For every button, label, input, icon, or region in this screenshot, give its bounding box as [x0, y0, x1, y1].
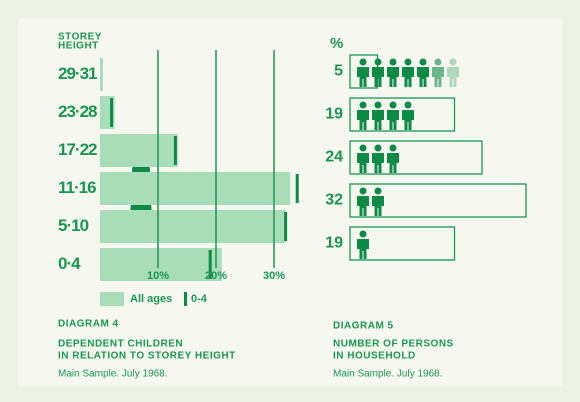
person-head	[405, 102, 412, 109]
chart-note: Main Sample. July 1968.	[333, 369, 443, 380]
bar	[100, 172, 290, 205]
person-head	[375, 188, 382, 195]
person-head	[435, 59, 442, 66]
x-tick-label: 10%	[147, 270, 169, 282]
bar	[100, 134, 178, 167]
person-head	[375, 145, 382, 152]
chart-subtitle: NUMBER OF PERSONS	[333, 339, 454, 350]
bar	[100, 210, 286, 243]
person-head	[360, 59, 367, 66]
value-label: 19	[325, 106, 343, 123]
person-head	[450, 59, 457, 66]
person-head	[420, 59, 427, 66]
legend-swatch	[184, 292, 187, 306]
marker-line	[174, 136, 177, 165]
x-tick-label: 30%	[263, 270, 285, 282]
person-head	[405, 59, 412, 66]
person-head	[375, 59, 382, 66]
chart-subtitle: IN HOUSEHOLD	[333, 351, 416, 362]
chart-title: DIAGRAM 4	[58, 319, 119, 330]
person-head	[360, 188, 367, 195]
category-label: 23·28	[58, 102, 97, 121]
marker-line	[296, 174, 299, 203]
x-tick-label: 20%	[205, 270, 227, 282]
unit-label: %	[330, 35, 343, 52]
chart-subtitle: IN RELATION TO STOREY HEIGHT	[58, 351, 236, 362]
person-head	[390, 59, 397, 66]
person-head	[375, 102, 382, 109]
value-label: 24	[325, 149, 343, 166]
legend-label: 0-4	[191, 293, 208, 305]
marker-line	[110, 98, 113, 127]
category-label: 29·31	[58, 64, 97, 83]
value-label: 5	[334, 63, 343, 80]
chart-subtitle: DEPENDENT CHILDREN	[58, 339, 183, 350]
category-label: 0·4	[58, 254, 81, 273]
page: STOREYHEIGHT29·3123·2817·2211·165·100·41…	[0, 0, 580, 402]
category-label: 11·16	[58, 178, 96, 197]
legend-swatch	[100, 292, 124, 306]
person-head	[360, 145, 367, 152]
person-head	[360, 102, 367, 109]
category-label: 5·10	[58, 216, 89, 235]
value-label: 32	[325, 192, 343, 209]
y-axis-label: HEIGHT	[58, 41, 99, 52]
value-label: 19	[325, 235, 343, 252]
person-head	[390, 145, 397, 152]
person-head	[390, 102, 397, 109]
chart-note: Main Sample. July 1968.	[58, 369, 168, 380]
marker-line	[284, 212, 287, 241]
legend-label: All ages	[130, 293, 172, 305]
chart-title: DIAGRAM 5	[333, 321, 394, 332]
bar	[100, 58, 103, 91]
category-label: 17·22	[58, 140, 97, 159]
person-head	[360, 231, 367, 238]
